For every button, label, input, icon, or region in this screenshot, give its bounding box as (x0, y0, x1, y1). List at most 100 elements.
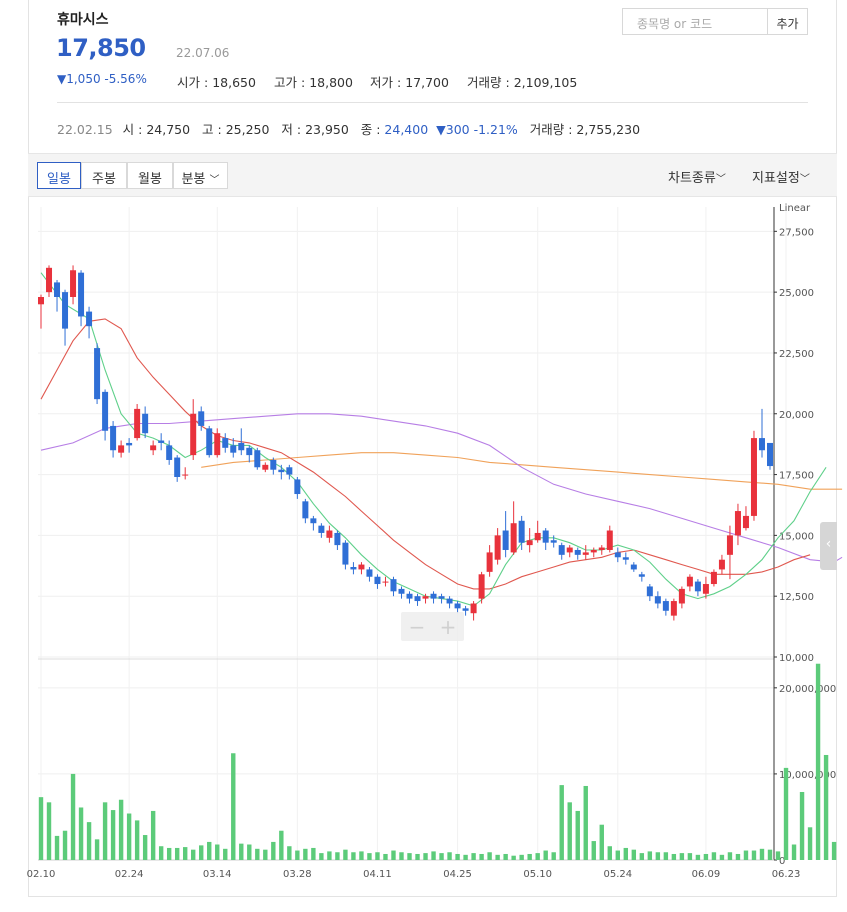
volume-tick-label: 20,000,000 (779, 684, 836, 695)
volume-bar (463, 854, 468, 860)
volume-bar (134, 820, 140, 860)
volume-bar (118, 799, 124, 860)
candle-body (598, 547, 605, 550)
candle-body (302, 501, 309, 519)
candle-body (358, 564, 365, 570)
volume-bar (247, 844, 252, 860)
volume-bar (174, 847, 180, 860)
candle-body (286, 467, 293, 475)
volume-bar (663, 852, 669, 860)
candle-body (190, 413, 197, 456)
volume: 거래량 : 2,109,105 (467, 75, 578, 90)
candle-body (174, 457, 181, 477)
candle-body (342, 542, 349, 565)
candle-body (622, 557, 629, 560)
chevron-left-icon[interactable]: ‹ (820, 522, 837, 570)
candle-body (550, 540, 557, 543)
x-tick-label: 03.28 (283, 869, 312, 880)
tab-monthly[interactable]: 월봉 (127, 162, 173, 189)
candle-body (767, 442, 773, 467)
volume-bar (719, 854, 725, 860)
volume-bar (823, 754, 829, 860)
minus-icon[interactable]: − (408, 615, 426, 639)
add-button[interactable]: 추가 (767, 8, 808, 35)
x-tick-label: 06.23 (772, 869, 801, 880)
candle-body (318, 525, 325, 533)
candle-body (494, 535, 501, 560)
volume-bar (799, 791, 805, 860)
volume-bar (431, 851, 436, 860)
volume-bar (535, 853, 540, 860)
volume-bar (335, 852, 340, 860)
volume-bar (399, 852, 404, 860)
price-tick-label: 22,500 (779, 349, 814, 360)
volume-bar (287, 846, 292, 860)
chart-type-menu[interactable]: 차트종류﹀ (668, 171, 726, 186)
candle-body (62, 292, 69, 329)
candle-body (454, 603, 461, 609)
volume-bar (62, 830, 68, 860)
volume-bar (166, 847, 172, 860)
volume-bar (735, 853, 741, 860)
candle-body (166, 445, 173, 460)
volume-bar (327, 851, 332, 860)
volume-bar (343, 849, 348, 860)
candle-body (478, 574, 485, 599)
chevron-down-icon: ﹀ (799, 174, 810, 185)
volume-bar (631, 849, 637, 860)
candle-body (390, 579, 397, 592)
volume-bar (583, 785, 588, 860)
volume-bar (279, 830, 284, 860)
candle-body (542, 530, 549, 543)
x-tick-label: 02.24 (115, 869, 144, 880)
tab-weekly[interactable]: 주봉 (81, 162, 127, 189)
volume-bar (182, 847, 188, 860)
volume-bar (191, 849, 196, 860)
volume-bar (551, 852, 556, 860)
candle-body (278, 469, 285, 473)
volume-bar (599, 824, 604, 860)
volume-bar (158, 846, 164, 860)
volume-bar (239, 843, 244, 860)
volume-bar (543, 850, 548, 860)
volume-bar (647, 851, 653, 860)
stock-name: 휴마시스 (57, 12, 109, 28)
price-tick-label: 10,000 (779, 653, 814, 664)
candle-body (438, 596, 445, 599)
volume-bar (142, 835, 148, 860)
price-change: ▼1,050 -5.56% (57, 72, 147, 86)
volume-bar (487, 852, 492, 860)
candle-body (246, 447, 253, 456)
price-tick-label: 12,500 (779, 592, 814, 603)
volume-bar (607, 846, 612, 860)
volume-bar (423, 853, 428, 860)
plus-icon[interactable]: + (439, 615, 457, 639)
volume-bar (783, 767, 789, 860)
volume-bar (671, 853, 677, 860)
candle-body (750, 438, 757, 516)
volume-bar (126, 813, 132, 860)
volume-bar (655, 852, 661, 860)
volume-bar (207, 841, 212, 860)
hover-quote-row: 22.02.15 시 : 24,750 고 : 25,250 저 : 23,95… (57, 122, 641, 137)
low-price: 저가 : 17,700 (370, 75, 449, 90)
volume-bar (807, 827, 813, 860)
volume-bar (679, 853, 685, 860)
divider (57, 102, 808, 103)
indicator-settings-menu[interactable]: 지표설정﹀ (752, 171, 810, 186)
ma20-line (40, 318, 811, 590)
volume-bar (319, 853, 324, 860)
candle-body (686, 576, 693, 587)
volume-bar (94, 839, 100, 860)
tab-daily[interactable]: 일봉 (37, 162, 81, 189)
volume-bar (407, 853, 412, 860)
candle-body (262, 464, 269, 470)
candle-body (198, 411, 205, 426)
candle-body (470, 603, 477, 614)
candle-body (222, 438, 229, 448)
volume-tick-label: 10,000,000 (779, 770, 836, 781)
candle-body (270, 459, 277, 470)
volume-bar (303, 848, 308, 860)
tab-minute[interactable]: 분봉 ﹀ (173, 162, 228, 189)
